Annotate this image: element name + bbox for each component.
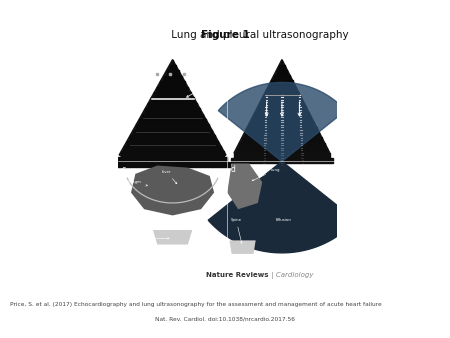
Polygon shape <box>258 106 306 112</box>
Polygon shape <box>247 127 317 132</box>
Polygon shape <box>234 153 330 158</box>
Text: Effusion: Effusion <box>275 218 291 222</box>
Polygon shape <box>124 146 221 151</box>
Polygon shape <box>131 166 214 215</box>
Polygon shape <box>133 130 212 135</box>
Polygon shape <box>130 135 215 140</box>
Polygon shape <box>170 65 176 70</box>
Text: Liver: Liver <box>162 170 177 184</box>
Polygon shape <box>245 132 319 138</box>
Polygon shape <box>274 75 290 80</box>
Polygon shape <box>163 76 182 81</box>
Text: Nat. Rev. Cardiol. doi:10.1038/nrcardio.2017.56: Nat. Rev. Cardiol. doi:10.1038/nrcardio.… <box>155 317 295 322</box>
Polygon shape <box>239 143 324 148</box>
Polygon shape <box>234 59 330 164</box>
Text: Pleural
line: Pleural line <box>187 80 216 97</box>
Text: Lung and pleural ultrasonography: Lung and pleural ultrasonography <box>167 30 348 41</box>
Polygon shape <box>230 240 256 254</box>
Polygon shape <box>127 141 218 146</box>
Polygon shape <box>279 65 284 70</box>
Text: Spine: Spine <box>122 236 169 240</box>
Polygon shape <box>154 92 191 97</box>
Text: Lung: Lung <box>252 168 280 181</box>
Polygon shape <box>140 119 206 124</box>
Text: Price, S. et al. (2017) Echocardiography and lung ultrasonography for the assess: Price, S. et al. (2017) Echocardiography… <box>10 302 382 307</box>
Polygon shape <box>121 151 224 156</box>
Polygon shape <box>269 86 295 91</box>
Polygon shape <box>208 162 356 253</box>
Polygon shape <box>153 230 192 245</box>
Polygon shape <box>166 70 179 76</box>
Text: b: b <box>230 61 235 70</box>
Polygon shape <box>277 70 287 75</box>
Text: d: d <box>230 165 235 173</box>
Polygon shape <box>158 87 188 92</box>
Polygon shape <box>118 157 227 162</box>
Polygon shape <box>271 80 292 86</box>
Text: Diaphragm: Diaphragm <box>120 180 148 186</box>
Polygon shape <box>145 108 200 113</box>
Polygon shape <box>218 82 346 162</box>
Polygon shape <box>237 148 327 153</box>
Text: Nature Reviews: Nature Reviews <box>206 272 269 279</box>
Polygon shape <box>115 162 230 167</box>
Text: c: c <box>121 165 125 173</box>
Polygon shape <box>151 97 194 102</box>
Text: Spine: Spine <box>230 218 242 243</box>
Polygon shape <box>119 59 226 168</box>
Polygon shape <box>252 117 311 122</box>
Polygon shape <box>255 112 309 117</box>
Text: Figure 1: Figure 1 <box>201 30 249 41</box>
Polygon shape <box>263 96 301 101</box>
Polygon shape <box>261 101 303 106</box>
Text: | Cardiology: | Cardiology <box>269 272 313 279</box>
Polygon shape <box>136 124 209 129</box>
Polygon shape <box>142 114 203 119</box>
Text: a: a <box>121 61 126 70</box>
Polygon shape <box>231 158 333 164</box>
Polygon shape <box>161 81 184 86</box>
Polygon shape <box>148 103 197 108</box>
Polygon shape <box>242 138 322 143</box>
Polygon shape <box>227 164 262 209</box>
Polygon shape <box>250 122 314 127</box>
Polygon shape <box>266 91 298 96</box>
